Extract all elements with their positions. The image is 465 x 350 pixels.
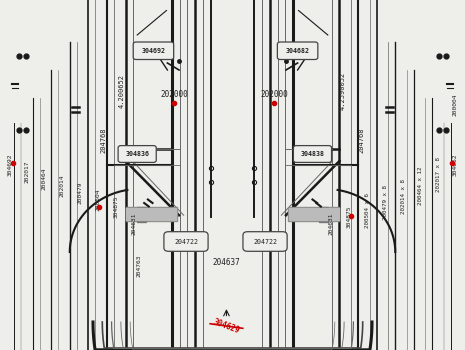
- Text: 202017: 202017: [25, 160, 29, 183]
- Bar: [126, 207, 177, 220]
- Text: 202000: 202000: [160, 90, 188, 99]
- Text: 204631: 204631: [132, 213, 136, 235]
- Text: 204722: 204722: [174, 238, 198, 245]
- Text: 200504 x 6: 200504 x 6: [365, 193, 370, 228]
- FancyBboxPatch shape: [164, 232, 208, 251]
- Bar: [288, 207, 339, 220]
- FancyBboxPatch shape: [243, 232, 287, 251]
- Text: 304838: 304838: [300, 151, 325, 157]
- Text: 4.2590052: 4.2590052: [340, 72, 346, 110]
- Text: 304692: 304692: [141, 48, 166, 54]
- Text: 204722: 204722: [253, 238, 277, 245]
- Text: 304682: 304682: [286, 48, 310, 54]
- Text: 204637: 204637: [213, 258, 240, 267]
- Text: 202017 x 8: 202017 x 8: [436, 158, 440, 192]
- Bar: [319, 206, 328, 222]
- Text: 200464 x 12: 200464 x 12: [418, 166, 423, 205]
- Text: 304875: 304875: [114, 195, 119, 218]
- FancyBboxPatch shape: [293, 146, 332, 162]
- Text: 304836: 304836: [125, 151, 149, 157]
- Text: 204768: 204768: [100, 127, 106, 153]
- Text: 204763: 204763: [136, 255, 141, 277]
- Text: 200479: 200479: [78, 181, 82, 204]
- Text: 4.200652: 4.200652: [119, 74, 125, 108]
- Text: 200464: 200464: [42, 167, 47, 190]
- Text: 304875: 304875: [346, 206, 351, 228]
- Text: 204631: 204631: [329, 213, 333, 235]
- Bar: [289, 208, 339, 220]
- Text: 200004: 200004: [452, 94, 457, 116]
- Text: 304692: 304692: [8, 153, 13, 176]
- Text: 202014: 202014: [60, 174, 64, 197]
- Text: 202014 x 8: 202014 x 8: [401, 178, 405, 214]
- FancyBboxPatch shape: [118, 146, 156, 162]
- FancyBboxPatch shape: [277, 42, 318, 60]
- Bar: [137, 206, 146, 222]
- FancyBboxPatch shape: [133, 42, 174, 60]
- Text: 304629: 304629: [212, 317, 241, 335]
- Text: 200479 x 8: 200479 x 8: [383, 186, 387, 220]
- Text: 200504: 200504: [95, 188, 100, 211]
- Text: 304662: 304662: [452, 153, 457, 176]
- Text: 204768: 204768: [359, 127, 365, 153]
- Text: 202000: 202000: [260, 90, 288, 99]
- Bar: [126, 208, 176, 220]
